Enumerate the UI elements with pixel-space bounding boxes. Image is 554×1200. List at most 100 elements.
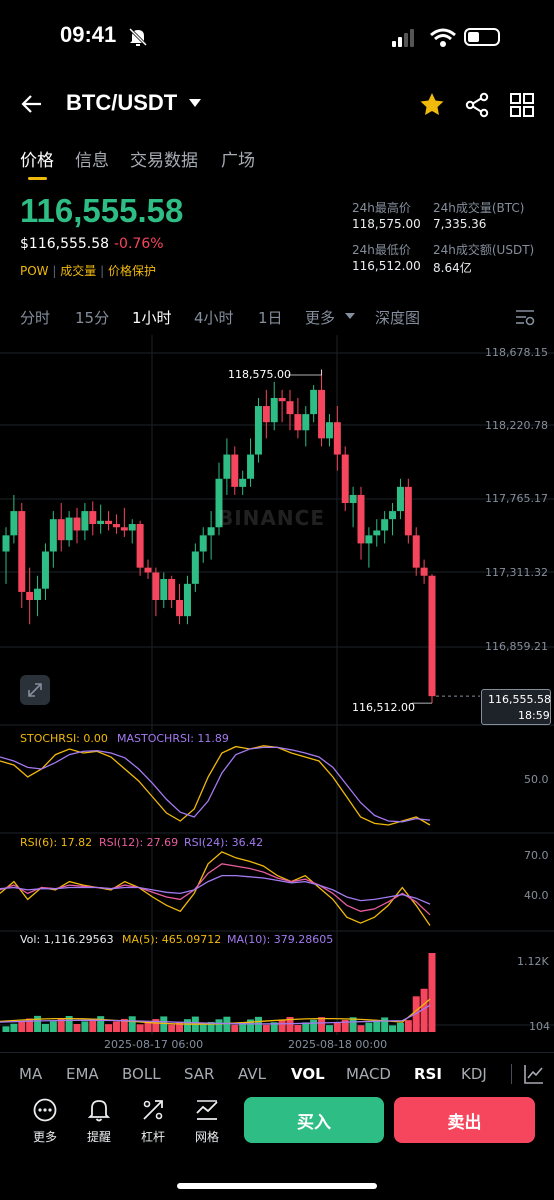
grid-label[interactable]: 网格 [195, 1130, 220, 1144]
grid-chart-icon[interactable] [195, 1098, 219, 1122]
fullscreen-button[interactable] [20, 675, 50, 705]
volume-bar [183, 1019, 191, 1032]
rsi24-line [0, 874, 431, 905]
volume-bar [318, 1017, 326, 1032]
interval-15m[interactable]: 15分 [75, 309, 110, 327]
low-label: 24h最低价 [352, 243, 411, 257]
indicator-settings-icon[interactable] [523, 1063, 545, 1085]
stochrsi-line [0, 745, 431, 826]
candle-countdown: 18:59 [518, 709, 550, 722]
stochrsi-level: 50.0 [524, 773, 549, 786]
interval-4h[interactable]: 4小时 [194, 309, 234, 327]
usd-price: $116,555.58 [20, 236, 110, 252]
interval-timeline[interactable]: 分时 [20, 309, 51, 327]
volume-bar [396, 1022, 404, 1032]
low-marker-label: 116,512.00 [352, 701, 415, 714]
volume-bar [89, 1018, 97, 1032]
tag-price-protection[interactable]: 价格保护 [107, 264, 156, 278]
tab-info[interactable]: 信息 [75, 151, 109, 171]
volume-bar [49, 1021, 57, 1032]
indicator-ema[interactable]: EMA [66, 1065, 99, 1083]
vol-ma10-line [0, 1004, 431, 1025]
interval-1d[interactable]: 1日 [258, 309, 283, 327]
vol-legend: Vol: 1,116.29563 [20, 933, 114, 946]
candle-body [357, 494, 365, 544]
interval-1h[interactable]: 1小时 [132, 309, 172, 327]
status-time: 09:41 [60, 22, 117, 47]
indicator-boll[interactable]: BOLL [122, 1065, 161, 1083]
candle-body [318, 389, 326, 439]
pair-title[interactable]: BTC/USDT [66, 90, 178, 115]
favorite-star-icon[interactable] [419, 92, 445, 116]
candle-body [286, 401, 294, 415]
sell-button[interactable]: 卖出 [394, 1097, 535, 1143]
buy-button[interactable]: 买入 [244, 1097, 384, 1143]
indicator-avl[interactable]: AVL [238, 1065, 266, 1083]
indicator-ma[interactable]: MA [19, 1065, 43, 1083]
tab-square[interactable]: 广场 [221, 151, 255, 171]
candle-body [223, 454, 231, 479]
volume-bar [286, 1016, 294, 1032]
candle-body [105, 520, 113, 525]
mastochrsi-legend: MASTOCHRSI: 11.89 [117, 732, 229, 745]
candle-body [191, 551, 199, 584]
volume-bar [365, 1022, 373, 1032]
layout-grid-icon[interactable] [510, 93, 534, 117]
volume-bar [41, 1023, 49, 1032]
volume-bar [144, 1021, 152, 1032]
volume-bar [120, 1018, 128, 1032]
bell-icon[interactable] [87, 1097, 111, 1123]
candle-body [294, 414, 302, 431]
tab-price[interactable]: 价格 [20, 151, 54, 171]
candle-body [49, 519, 57, 552]
chart-settings-icon[interactable] [514, 306, 536, 328]
interval-more[interactable]: 更多 [305, 309, 336, 327]
tag-volume[interactable]: 成交量 [60, 264, 97, 278]
volume-bar [105, 1024, 113, 1032]
alert-label[interactable]: 提醒 [87, 1130, 112, 1144]
volume-bar [420, 988, 428, 1032]
pair-dropdown-icon[interactable] [188, 98, 202, 108]
volume-bar [389, 1025, 397, 1032]
mastochrsi-line [0, 746, 431, 823]
candle-body [254, 406, 262, 455]
vol-usdt-value: 8.64亿 [433, 261, 472, 275]
high-label: 24h最高价 [352, 201, 411, 215]
more-label[interactable]: 更多 [33, 1130, 58, 1144]
more-icon[interactable] [33, 1098, 57, 1122]
indicator-macd[interactable]: MACD [346, 1065, 391, 1083]
volume-bar [136, 1024, 144, 1032]
volume-bar [97, 1016, 105, 1032]
indicator-rsi[interactable]: RSI [414, 1065, 442, 1083]
vol-axis-top: 1.12K [517, 955, 549, 968]
tag-pow[interactable]: POW [20, 264, 49, 278]
volume-bar [404, 1020, 412, 1032]
volume-bar [262, 1024, 270, 1032]
volume-bar [223, 1016, 231, 1032]
volume-bar [81, 1021, 89, 1032]
indicator-sar[interactable]: SAR [184, 1065, 215, 1083]
more-dropdown-icon[interactable] [344, 312, 356, 320]
candle-body [373, 530, 381, 536]
kline-chart[interactable]: 118,678.15 118,220.78 117,765.17 117,311.32… [0, 335, 554, 1050]
vol-axis-bottom: 104 [529, 1020, 550, 1033]
volume-bar [2, 1026, 10, 1032]
candle-body [325, 422, 333, 439]
back-arrow-icon[interactable] [20, 92, 44, 116]
interval-depth[interactable]: 深度图 [375, 309, 421, 327]
volume-bar [168, 1024, 176, 1032]
price-change: -0.76% [114, 236, 164, 252]
tab-trading-data[interactable]: 交易数据 [130, 151, 198, 171]
candle-body [26, 591, 34, 600]
share-icon[interactable] [464, 92, 490, 118]
rsi12-legend: RSI(12): 27.69 [99, 836, 179, 849]
indicator-kdj[interactable]: KDJ [461, 1065, 487, 1083]
rsi-level-70: 70.0 [524, 849, 549, 862]
leverage-label[interactable]: 杠杆 [141, 1130, 166, 1144]
leverage-icon[interactable] [141, 1098, 165, 1122]
battery-icon [464, 28, 500, 46]
candle-body [278, 397, 286, 402]
candle-body [389, 511, 397, 520]
candle-body [81, 511, 89, 531]
indicator-vol[interactable]: VOL [291, 1065, 325, 1083]
